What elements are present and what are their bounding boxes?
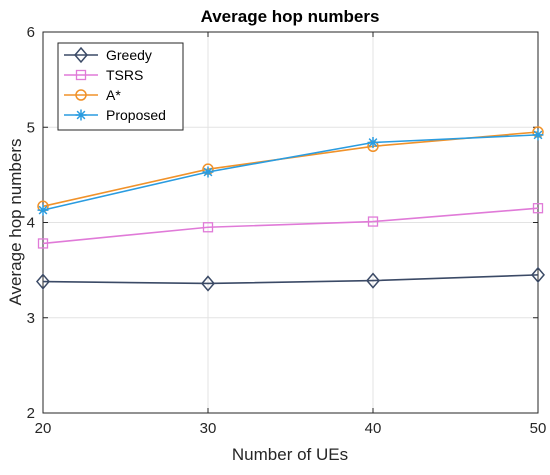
x-tick-label: 30 [200, 420, 217, 437]
data-point [532, 203, 544, 214]
data-point [367, 136, 379, 148]
series-proposed [37, 129, 544, 216]
data-point [202, 222, 214, 233]
legend-item: Greedy [64, 46, 152, 64]
legend-item: TSRS [64, 67, 143, 83]
data-point [36, 273, 50, 290]
x-tick-label: 20 [35, 420, 52, 437]
data-point [532, 129, 544, 141]
grid-lines [43, 32, 538, 413]
y-tick-label: 4 [27, 215, 35, 232]
series-layer [36, 126, 545, 292]
series-line [42, 134, 539, 211]
axis-ticks: 20 30 40 50 2 3 4 5 6 [27, 24, 547, 437]
legend-label: Proposed [106, 107, 166, 123]
data-point [531, 266, 545, 284]
chart-title: Average hop numbers [201, 7, 380, 26]
y-tick-label: 5 [27, 119, 35, 136]
data-point [37, 238, 49, 249]
x-axis-label: Number of UEs [232, 445, 348, 464]
series-line [42, 207, 539, 245]
data-point [37, 204, 49, 216]
series-line [42, 274, 539, 285]
x-tick-label: 40 [365, 420, 382, 437]
legend-marker [75, 89, 87, 101]
legend-label: Greedy [106, 47, 152, 63]
y-axis-label: Average hop numbers [6, 139, 25, 306]
y-tick-label: 6 [27, 24, 35, 41]
data-point [366, 272, 380, 289]
legend-label: TSRS [106, 67, 143, 83]
legend-marker [74, 46, 88, 64]
y-tick-label: 2 [27, 405, 35, 422]
y-tick-label: 3 [27, 310, 35, 327]
series-tsrs [37, 203, 544, 249]
legend-item: A* [64, 87, 121, 103]
legend-item: Proposed [64, 107, 166, 123]
legend-label: A* [106, 87, 121, 103]
legend-marker [75, 69, 87, 81]
series-greedy [36, 266, 545, 292]
x-tick-label: 50 [530, 420, 547, 437]
legend: Greedy TSRS A* Proposed [57, 42, 184, 131]
data-point [202, 166, 214, 178]
data-point [367, 216, 379, 227]
legend-marker [75, 109, 87, 121]
data-point [201, 275, 215, 292]
